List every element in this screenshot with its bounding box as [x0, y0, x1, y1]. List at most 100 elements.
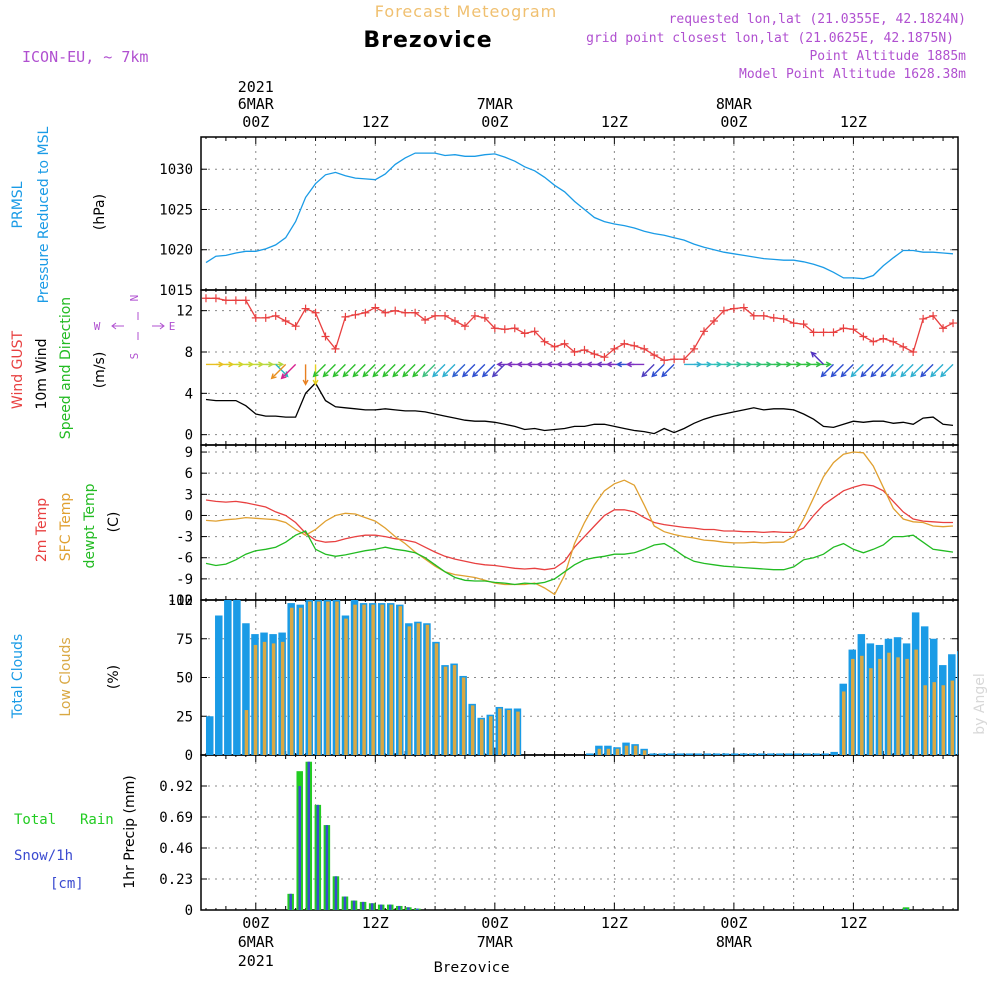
wind-direction-arrow: [930, 363, 944, 378]
gust-label: Wind GUST: [10, 330, 26, 409]
low-cloud-bar: [344, 618, 348, 755]
gust-point: [590, 350, 599, 359]
gust-point: [670, 355, 679, 364]
temp2m-label: 2m Temp: [34, 498, 50, 562]
snow-bar: [904, 908, 908, 910]
low-cloud-bar: [443, 666, 448, 755]
compass-s: S: [128, 353, 141, 360]
y-tick-label: 0: [185, 428, 193, 444]
bottom-axis-label: 12Z: [601, 914, 628, 932]
wind-direction-arrow: [392, 363, 406, 378]
gust-point: [421, 315, 430, 324]
y-tick-label: 75: [176, 632, 193, 648]
y-tick-label: 0: [185, 508, 193, 524]
dewpt-line: [205, 530, 954, 586]
snow-bar: [307, 761, 311, 910]
wind-direction-arrow: [432, 363, 446, 378]
direction-label: Speed and Direction: [58, 297, 74, 439]
low-cloud-bar: [407, 626, 412, 755]
chart-marks: [201, 152, 958, 910]
total-cloud-bar: [785, 753, 793, 755]
wind-direction-arrow: [840, 363, 854, 378]
low-cloud-bar: [326, 601, 330, 755]
wind-direction-arrow: [452, 363, 466, 378]
gust-point: [610, 344, 619, 353]
low-cloud-bar: [896, 657, 900, 755]
low-cloud-bar: [624, 745, 629, 755]
y-tick-label: 6: [185, 466, 193, 482]
gust-point: [789, 319, 798, 328]
hpa-label: (hPa): [92, 194, 108, 230]
gust-point: [849, 325, 858, 334]
gust-point: [211, 294, 220, 303]
snow-bar: [379, 904, 383, 910]
top-axis-label: 6MAR: [238, 95, 275, 113]
compass-n: N: [128, 295, 141, 302]
low-cloud-bar: [887, 652, 891, 755]
low-cloud-bar: [271, 643, 276, 755]
y-tick-labels: 101510201025103004812-12-9-6-30369025507…: [159, 137, 958, 919]
y-tick-label: 0.23: [159, 872, 193, 888]
wind-direction-arrow: [830, 363, 844, 378]
total-cloud-bar: [586, 753, 594, 755]
low-cloud-bar: [452, 665, 457, 755]
total-cloud-bar: [767, 753, 775, 755]
gust-point: [640, 344, 649, 353]
bottom-axis-label: 6MAR: [238, 933, 275, 951]
wind-direction-arrow: [322, 363, 336, 378]
wind-direction-arrow: [342, 363, 356, 378]
gust-point: [291, 322, 300, 331]
cm-label: [cm]: [50, 876, 84, 892]
low-cloud-bar: [498, 708, 502, 755]
panel-frame-4: [200, 754, 959, 911]
wind-direction-arrow: [641, 363, 655, 378]
wind-direction-arrow: [402, 363, 416, 378]
gust-point: [879, 334, 888, 343]
total-cloud-bar: [233, 600, 241, 755]
snow-bar: [407, 907, 410, 910]
gust-point: [680, 355, 689, 364]
gust-point: [371, 303, 380, 312]
wind-direction-arrow: [312, 363, 327, 378]
snow-label: Snow/1h: [14, 848, 73, 864]
y-tick-label: 3: [185, 487, 193, 503]
pressure-line: [205, 152, 954, 280]
gust-point: [470, 311, 479, 320]
wind-direction-arrow: [890, 363, 904, 378]
gust-point: [929, 311, 938, 320]
top-axis-label: 8MAR: [716, 95, 753, 113]
low-cloud-bar: [914, 649, 918, 755]
y-tick-label: 1025: [159, 202, 193, 218]
low-cloud-bar: [860, 655, 864, 755]
total-cloud-bar: [215, 615, 223, 755]
low-cloud-bar: [335, 601, 339, 755]
low-cloud-bar: [317, 601, 321, 755]
total-cloud-bar: [649, 753, 657, 755]
low-cloud-bar: [353, 604, 357, 755]
low-cloud-bar: [489, 716, 493, 755]
gust-point: [799, 320, 808, 329]
precip-mm-label: 1hr Precip (mm): [122, 775, 138, 888]
low-cloud-bar: [923, 685, 927, 755]
snow-bar: [325, 825, 329, 910]
pressure-msl-label: Pressure Reduced to MSL: [36, 126, 52, 303]
snow-bar: [343, 896, 347, 910]
gust-point: [500, 325, 509, 334]
y-tick-label: 100: [168, 593, 193, 609]
wind-direction-arrow: [625, 361, 645, 368]
snow-bar: [370, 903, 374, 910]
wind-direction-arrow: [860, 363, 874, 378]
gust-point: [650, 351, 659, 360]
low-cloud-bar: [253, 644, 258, 755]
bottom-axis-label: 12Z: [840, 914, 867, 932]
total-cloud-bar: [730, 753, 739, 755]
total-cloud-bar: [676, 753, 685, 755]
gust-point: [540, 337, 549, 346]
percent-label: (%): [106, 665, 122, 689]
low-cloud-bar: [642, 750, 647, 755]
low-cloud-bar: [389, 604, 393, 755]
top-axis-label: 12Z: [840, 113, 867, 131]
low-cloud-bar: [398, 606, 403, 755]
gust-point: [530, 327, 539, 336]
y-tick-label: -12: [168, 593, 193, 609]
